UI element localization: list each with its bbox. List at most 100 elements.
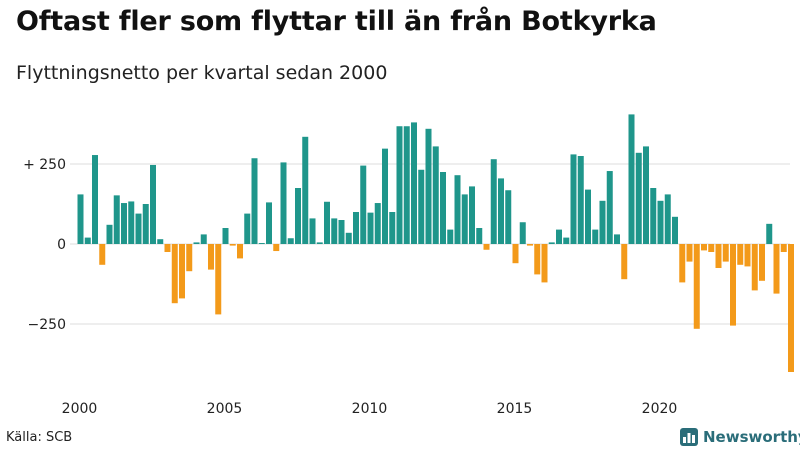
bar-positive xyxy=(302,136,309,244)
bar-positive xyxy=(585,189,591,244)
bar-positive xyxy=(635,152,642,244)
bar-negative xyxy=(708,244,715,252)
bar-positive xyxy=(135,213,142,244)
bar-positive xyxy=(440,172,446,244)
bar-positive xyxy=(614,234,620,244)
bar-positive xyxy=(128,201,135,244)
y-tick-label: + 250 xyxy=(23,157,66,173)
bar-positive xyxy=(498,178,504,244)
source-label: Källa: SCB xyxy=(6,430,73,445)
bar-positive xyxy=(548,242,555,244)
bar-negative xyxy=(679,244,686,283)
bar-positive xyxy=(628,114,635,245)
bar-negative xyxy=(229,244,236,246)
x-tick-label: 2015 xyxy=(497,401,533,417)
bar-positive xyxy=(150,164,156,244)
x-tick-label: 2005 xyxy=(207,401,243,417)
bar-positive xyxy=(606,171,613,244)
x-tick-label: 2000 xyxy=(62,401,98,417)
bar-positive xyxy=(222,228,229,244)
bar-positive xyxy=(142,204,149,244)
bar-positive xyxy=(266,202,272,244)
bar-positive xyxy=(766,223,773,244)
bar-positive xyxy=(389,212,396,244)
newsworthy-logo-icon xyxy=(680,428,698,446)
chart-title: Oftast fler som flyttar till än från Bot… xyxy=(16,6,657,37)
bar-negative xyxy=(237,244,243,259)
brand-logo: Newsworthy xyxy=(680,427,800,447)
bar-positive xyxy=(287,238,294,244)
bar-positive xyxy=(331,218,338,244)
bar-positive xyxy=(563,237,570,244)
bar-negative xyxy=(215,244,222,315)
bar-positive xyxy=(425,128,432,244)
bar-positive xyxy=(360,165,367,244)
bar-positive xyxy=(258,243,265,244)
bar-negative xyxy=(483,244,490,250)
bar-positive xyxy=(193,242,200,244)
bar-negative xyxy=(737,244,744,265)
bar-positive xyxy=(469,186,475,244)
bar-negative xyxy=(730,244,736,326)
bar-positive xyxy=(570,154,577,244)
bar-positive xyxy=(338,220,345,244)
x-tick-label: 2020 xyxy=(642,401,678,417)
bar-negative xyxy=(686,244,693,262)
bar-positive xyxy=(295,188,301,244)
bar-negative xyxy=(273,244,280,252)
bar-positive xyxy=(556,229,562,244)
bar-negative xyxy=(788,244,794,372)
bar-negative xyxy=(751,244,758,291)
bar-positive xyxy=(121,203,127,244)
bar-positive xyxy=(309,218,316,244)
bar-positive xyxy=(461,194,468,244)
bar-negative xyxy=(512,244,519,264)
bar-negative xyxy=(773,244,780,294)
bar-positive xyxy=(324,201,330,244)
bar-positive xyxy=(519,222,526,244)
bar-positive xyxy=(599,200,606,244)
bar-negative xyxy=(693,244,700,329)
bar-positive xyxy=(382,148,388,244)
bar-positive xyxy=(476,228,483,244)
bar-positive xyxy=(505,190,512,244)
bar-positive xyxy=(345,232,352,244)
bar-negative xyxy=(164,244,171,252)
bar-positive xyxy=(454,175,461,244)
bar-positive xyxy=(447,229,454,244)
bar-positive xyxy=(643,146,649,244)
bar-negative xyxy=(179,244,185,299)
bar-positive xyxy=(157,239,164,244)
bar-negative xyxy=(99,244,106,265)
bar-negative xyxy=(780,244,787,252)
bar-positive xyxy=(244,213,251,244)
bar-positive xyxy=(251,158,258,244)
bar-positive xyxy=(403,126,410,244)
bar-positive xyxy=(374,203,381,244)
bar-positive xyxy=(490,159,497,244)
bar-positive xyxy=(592,229,599,244)
bar-positive xyxy=(367,212,374,244)
y-tick-label: 0 xyxy=(57,237,66,253)
bar-positive xyxy=(316,242,323,244)
bar-positive xyxy=(411,122,417,244)
bar-negative xyxy=(527,244,533,246)
bar-negative xyxy=(534,244,541,275)
bar-negative xyxy=(208,244,214,270)
bar-positive xyxy=(672,216,678,244)
bar-positive xyxy=(396,126,403,244)
bar-negative xyxy=(701,244,707,251)
bar-positive xyxy=(280,162,287,244)
y-tick-label: −250 xyxy=(28,317,66,333)
x-tick-label: 2010 xyxy=(352,401,388,417)
bar-positive xyxy=(106,224,113,244)
chart-subtitle: Flyttningsnetto per kvartal sedan 2000 xyxy=(16,62,388,84)
bar-positive xyxy=(77,194,84,244)
brand-name: Newsworthy xyxy=(703,428,800,446)
bar-negative xyxy=(171,244,178,304)
bar-positive xyxy=(432,146,439,244)
bar-positive xyxy=(664,194,671,244)
bar-positive xyxy=(418,169,425,244)
bar-negative xyxy=(541,244,548,283)
